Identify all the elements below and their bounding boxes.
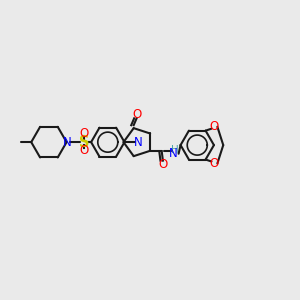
Text: O: O <box>158 158 167 171</box>
Text: N: N <box>169 147 178 160</box>
Text: O: O <box>132 108 141 122</box>
Text: N: N <box>134 136 142 148</box>
Text: H: H <box>171 145 178 155</box>
Text: O: O <box>80 145 89 158</box>
Text: N: N <box>63 136 72 148</box>
Text: O: O <box>210 120 219 133</box>
Text: S: S <box>79 135 89 150</box>
Text: O: O <box>80 127 89 140</box>
Text: O: O <box>210 157 219 170</box>
